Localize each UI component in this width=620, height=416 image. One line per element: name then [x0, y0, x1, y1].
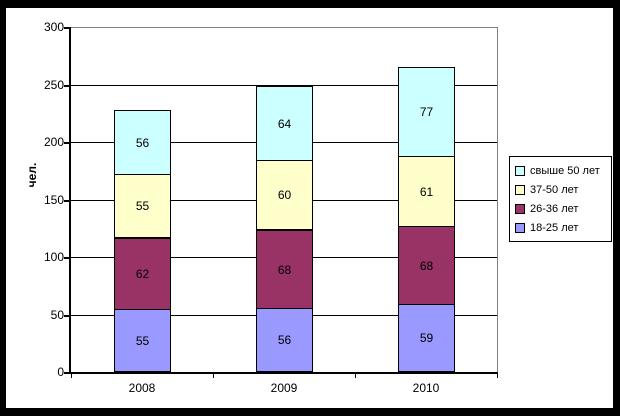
y-tick-label: 200 [43, 135, 64, 149]
value-label: 60 [277, 188, 292, 202]
legend-swatch [515, 203, 525, 214]
value-label: 68 [277, 262, 292, 277]
y-tick-label: 300 [43, 20, 64, 34]
y-tick-mark [64, 142, 69, 144]
value-label: 59 [419, 331, 434, 345]
bar-segment: 60 [256, 160, 313, 230]
legend-item: 26-36 лет [515, 199, 609, 218]
value-label: 68 [419, 258, 434, 273]
bar-segment: 77 [398, 67, 455, 157]
bar-segment: 61 [398, 156, 455, 227]
y-tick-mark [64, 85, 69, 87]
bar-segment: 56 [256, 308, 313, 372]
legend-item: 18-25 лет [515, 218, 609, 237]
bar-segment: 68 [398, 226, 455, 305]
legend-label: 37-50 лет [530, 183, 579, 196]
chart-area: чел. 55 62 55 56 56 68 60 64 59 68 61 77 0 50 100 150 2… [6, 8, 613, 408]
y-tick-mark [64, 27, 69, 29]
x-category-label: 2010 [412, 381, 440, 395]
plot-border-right [497, 27, 498, 373]
value-label: 77 [419, 105, 434, 119]
gridline [71, 85, 497, 86]
bar-segment: 64 [256, 86, 313, 161]
legend-swatch [515, 165, 525, 176]
y-tick-mark [64, 257, 69, 259]
bar-segment: 59 [398, 304, 455, 372]
legend-item: 37-50 лет [515, 180, 609, 199]
bar-segment: 68 [256, 230, 313, 309]
y-axis [69, 27, 71, 374]
legend-label: 26-36 лет [530, 202, 579, 215]
y-tick-mark [64, 372, 69, 374]
y-tick-mark [64, 315, 69, 317]
y-tick-label: 100 [43, 250, 64, 264]
plot-area: 55 62 55 56 56 68 60 64 59 68 61 77 [71, 27, 497, 372]
y-tick-label: 50 [50, 308, 64, 322]
value-label: 55 [135, 199, 150, 213]
value-label: 56 [277, 333, 292, 347]
value-label: 56 [135, 135, 150, 150]
y-tick-label: 250 [43, 78, 64, 92]
x-tick-mark [213, 374, 214, 378]
legend-label: свыше 50 лет [530, 164, 600, 177]
x-category-label: 2009 [270, 381, 298, 395]
value-label: 62 [135, 267, 150, 281]
x-axis [69, 372, 498, 374]
value-label: 61 [419, 184, 434, 199]
legend-swatch [515, 222, 525, 233]
legend: свыше 50 лет 37-50 лет 26-36 лет 18-25 лет [509, 156, 612, 242]
bar-segment: 55 [114, 174, 171, 238]
bar-segment: 55 [114, 309, 171, 372]
y-axis-title: чел. [25, 162, 39, 188]
x-tick-mark [71, 374, 72, 378]
x-tick-mark [497, 374, 498, 378]
value-label: 55 [135, 333, 150, 348]
legend-label: 18-25 лет [530, 221, 579, 234]
value-label: 64 [277, 116, 292, 131]
x-tick-mark [355, 374, 356, 378]
y-tick-label: 0 [57, 365, 64, 379]
plot-border-top [71, 27, 498, 28]
y-tick-mark [64, 200, 69, 202]
bar-segment: 62 [114, 238, 171, 310]
legend-item: свыше 50 лет [515, 161, 609, 180]
x-category-label: 2008 [128, 381, 156, 395]
legend-swatch [515, 184, 525, 195]
bar-segment: 56 [114, 110, 171, 175]
y-tick-label: 150 [43, 193, 64, 207]
